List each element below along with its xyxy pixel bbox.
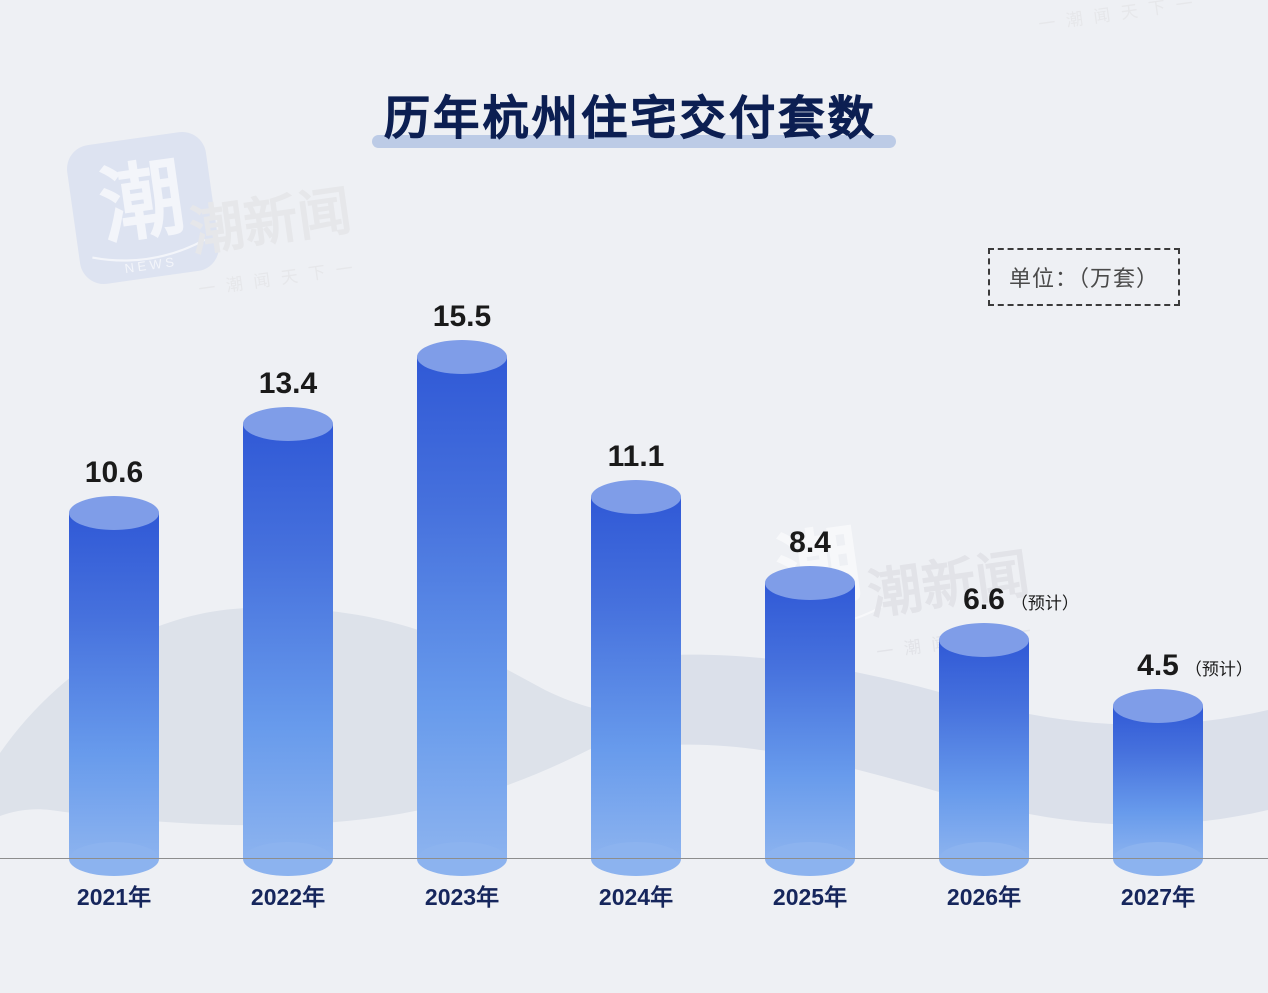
svg-text:潮: 潮 <box>94 150 190 255</box>
